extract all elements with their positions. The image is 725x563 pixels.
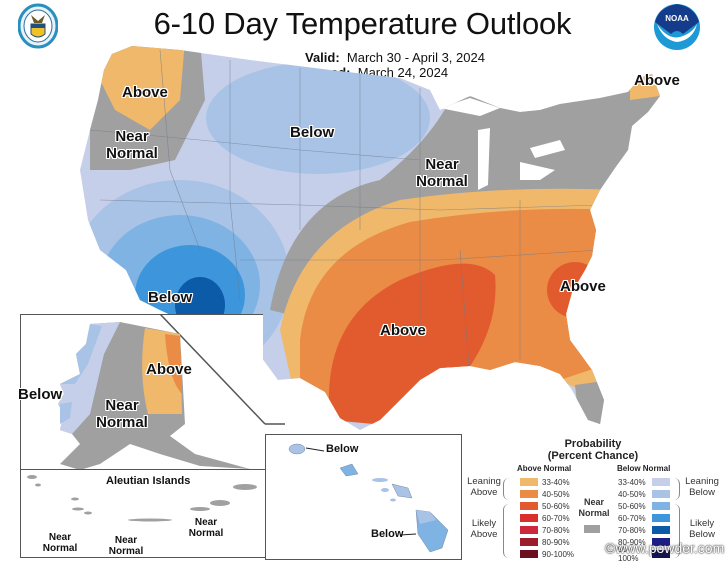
legend-row-above: 90-100% [520, 548, 574, 560]
legend-row-below: 70-80% [618, 524, 670, 536]
legend-title-line1: Probability [564, 438, 622, 450]
range-label: 60-70% [618, 513, 646, 523]
range-label: 80-90% [618, 537, 646, 547]
label-hawaii-below-big-island: Below [371, 528, 404, 540]
noaa-logo-icon: NOAA [653, 2, 701, 52]
range-label: 40-50% [542, 489, 570, 499]
legend-row-below: 60-70% [618, 512, 670, 524]
legend-row-above: 60-70% [520, 512, 574, 524]
leaning-above-label: Leaning Above [467, 476, 501, 498]
legend-row-below: 40-50% [618, 488, 670, 500]
legend-title-line2: (Percent Chance) [547, 450, 639, 462]
legend-title: Probability (Percent Chance) [518, 438, 668, 462]
label-oregon-near-normal: Near Normal [106, 128, 158, 162]
valid-dates: March 30 - April 3, 2024 [346, 50, 485, 65]
label-great-lakes-near-normal: Near Normal [416, 156, 468, 190]
watermark: ©www.powder.com [605, 540, 725, 556]
label-alaska-near-normal: Near Normal [96, 397, 148, 431]
leaning-below-label: Leaning Below [685, 476, 719, 498]
brace-leaning-below [673, 478, 680, 500]
legend-row-below: 90-100% [618, 545, 670, 563]
brace-leaning-above [503, 478, 510, 500]
label-aleutian-near-normal-1: Near Normal [42, 532, 78, 554]
label-pnw-above: Above [122, 84, 168, 101]
alaska-map [58, 314, 285, 470]
range-label: 33-40% [542, 477, 570, 487]
brace-likely-below [673, 504, 680, 558]
range-label: 50-60% [618, 501, 646, 511]
swatch-above-50-60 [520, 502, 538, 510]
range-label: 40-50% [618, 489, 646, 499]
swatch-above-33-40 [520, 478, 538, 486]
label-aleutian-near-normal-3: Near Normal [188, 517, 224, 539]
range-label: 50-60% [542, 501, 570, 511]
range-label: 80-90% [542, 537, 570, 547]
aleutian-islands [27, 475, 257, 522]
label-carolinas-above: Above [560, 278, 606, 295]
page-title: 6-10 Day Temperature Outlook [153, 6, 572, 41]
label-plains-below: Below [290, 124, 335, 141]
above-normal-header: Above Normal [517, 464, 572, 473]
label-southwest-below: Below [148, 289, 193, 306]
hawaii-inset [265, 434, 462, 560]
below-swatches: 33-40% 40-50% 50-60% 60-70% 70-80% 80-90… [618, 476, 670, 563]
aleutian-inset [20, 469, 267, 558]
label-south-central-above: Above [380, 322, 426, 339]
likely-above-label: Likely Above [470, 518, 498, 540]
aleutian-title: Aleutian Islands [106, 475, 191, 487]
label-alaska-below: Below [18, 386, 63, 403]
swatch-near-normal [584, 525, 600, 533]
legend-row-below: 33-40% [618, 476, 670, 488]
below-normal-header: Below Normal [617, 464, 671, 473]
range-label: 60-70% [542, 513, 570, 523]
swatch-below-33-40 [652, 478, 670, 486]
near-normal-label: Near Normal [578, 497, 610, 518]
svg-text:NOAA: NOAA [665, 14, 689, 23]
swatch-above-60-70 [520, 514, 538, 522]
swatch-below-50-60 [652, 502, 670, 510]
above-swatches: 33-40% 40-50% 50-60% 60-70% 70-80% 80-90… [520, 476, 574, 560]
legend-row-above: 33-40% [520, 476, 574, 488]
swatch-below-70-80 [652, 526, 670, 534]
label-maine-above: Above [634, 72, 680, 89]
range-label: 70-80% [618, 525, 646, 535]
label-aleutian-near-normal-2: Near Normal [108, 535, 144, 557]
hawaii-map [288, 443, 449, 553]
swatch-below-60-70 [652, 514, 670, 522]
valid-label: Valid: [305, 50, 340, 65]
swatch-above-90-100 [520, 550, 538, 558]
legend-row-above: 80-90% [520, 536, 574, 548]
swatch-below-90-100 [652, 550, 670, 558]
range-label: 70-80% [542, 525, 570, 535]
legend-row-above: 50-60% [520, 500, 574, 512]
range-label: 90-100% [618, 545, 639, 563]
legend-row-below: 80-90% [618, 536, 670, 548]
legend-row-above: 70-80% [520, 524, 574, 536]
brace-likely-above [503, 504, 510, 558]
label-alaska-above: Above [146, 361, 192, 378]
legend: Probability (Percent Chance) Above Norma… [460, 436, 725, 563]
commerce-seal-icon [17, 3, 59, 49]
swatch-below-80-90 [652, 538, 670, 546]
swatch-above-40-50 [520, 490, 538, 498]
swatch-above-80-90 [520, 538, 538, 546]
range-label: 90-100% [542, 549, 575, 559]
swatch-below-40-50 [652, 490, 670, 498]
legend-row-above: 40-50% [520, 488, 574, 500]
label-hawaii-below-kauai: Below [326, 443, 359, 455]
swatch-above-70-80 [520, 526, 538, 534]
range-label: 33-40% [618, 477, 646, 487]
likely-below-label: Likely Below [689, 518, 715, 540]
legend-row-below: 50-60% [618, 500, 670, 512]
